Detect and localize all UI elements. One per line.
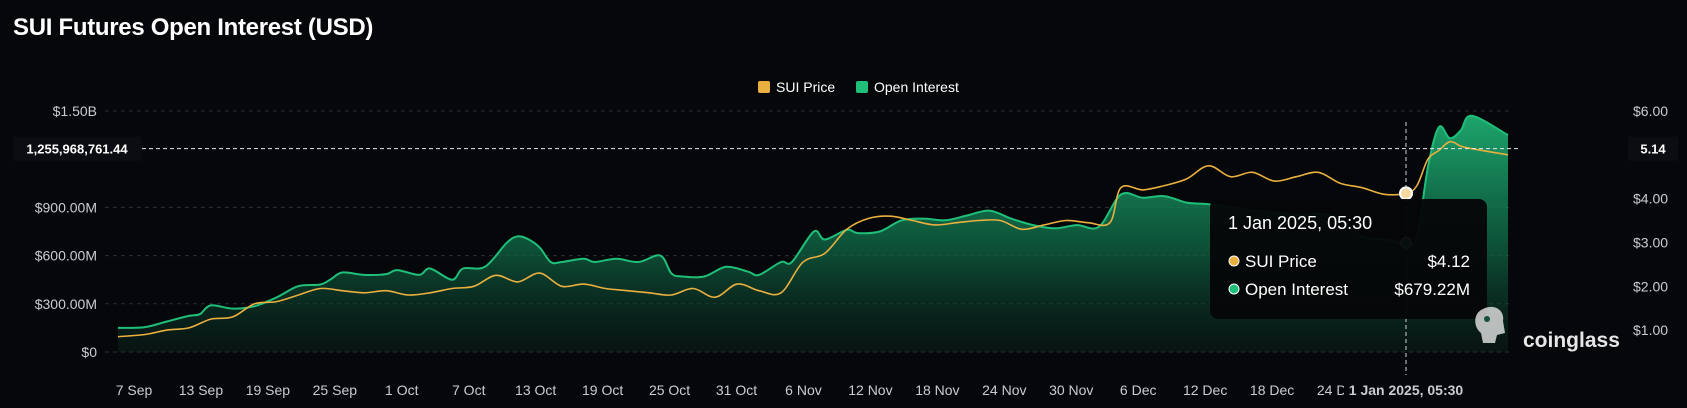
right-tick-label: $2.00 [1633,278,1668,294]
x-tick-label: 24 Nov [982,382,1026,398]
legend-label-oi: Open Interest [874,79,959,95]
legend-label-price: SUI Price [776,79,835,95]
legend-swatch-oi [856,81,868,93]
coinglass-wordmark: coinglass [1523,329,1620,352]
page-title: SUI Futures Open Interest (USD) [13,14,374,41]
x-tick-highlight [1344,375,1468,399]
tooltip-oi-value: $679.22M [1394,280,1470,299]
x-tick-label: 12 Dec [1183,382,1227,398]
right-axis: $1.00 $2.00 $3.00 $4.00 $6.00 [1633,103,1668,338]
left-tick-label: $1.50B [53,103,97,119]
crosshair-right-box [1628,136,1678,161]
crosshair: 1,255,968,761.44 5.14 [13,122,1678,375]
tooltip-oi-dot [1228,283,1240,295]
x-tick-label: 12 Nov [848,382,892,398]
tooltip-oi-label: Open Interest [1245,280,1348,299]
x-tick-label: 1 Oct [385,382,419,398]
x-tick-label: 7 Oct [452,382,486,398]
x-tick-label: 13 Sep [179,382,224,398]
tooltip-title: 1 Jan 2025, 05:30 [1228,213,1372,233]
tooltip: 1 Jan 2025, 05:30 SUI Price $4.12 Open Inte… [1210,199,1487,319]
coinglass-eye [1484,316,1490,322]
sui-price-line [117,140,1509,338]
x-tick-label: 30 Nov [1049,382,1093,398]
crosshair-right-value: 5.14 [1640,142,1666,157]
right-tick-label: $1.00 [1633,322,1668,338]
right-tick-label: $6.00 [1633,103,1668,119]
x-tick-label: 19 Sep [246,382,291,398]
crosshair-left-value: 1,255,968,761.44 [26,142,128,157]
left-tick-label: $600.00M [35,248,97,264]
tooltip-price-value: $4.12 [1427,252,1470,271]
x-tick-label: 31 Oct [716,382,757,398]
left-tick-label: $900.00M [35,199,97,215]
x-tick-label: 7 Sep [116,382,153,398]
left-axis: $0 $300.00M $600.00M $900.00M $1.50B [35,103,97,360]
price-hover-marker [1399,186,1413,201]
open-interest-area [118,115,1508,353]
legend: SUI Price Open Interest [758,79,959,95]
tooltip-price-dot [1228,255,1240,267]
left-tick-label: $0 [81,344,97,360]
x-tick-label: 19 Oct [582,382,623,398]
legend-swatch-price [758,81,770,93]
coinglass-logo: coinglass [1475,306,1620,352]
right-tick-label: $3.00 [1633,234,1668,250]
x-tick-label: 25 Sep [313,382,358,398]
coinglass-icon [1475,306,1505,343]
x-tick-label: 1 Jan 2025, 05:30 [1349,382,1464,398]
x-tick-label: 25 Oct [649,382,690,398]
tooltip-box [1210,199,1487,319]
x-tick-label: 18 Dec [1250,382,1294,398]
x-axis: 7 Sep 13 Sep 19 Sep 25 Sep 1 Oct 7 Oct 13 Oct 1… [116,375,1468,399]
left-tick-label: $300.00M [35,296,97,312]
x-tick-label: 18 Nov [915,382,959,398]
crosshair-left-box [13,136,141,161]
tooltip-price-label: SUI Price [1245,252,1317,271]
right-tick-label: $4.00 [1633,191,1668,207]
x-tick-label: 6 Nov [785,382,822,398]
coinglass-mark [1475,306,1505,343]
x-tick-label: 13 Oct [515,382,556,398]
x-tick-label: 6 Dec [1120,382,1157,398]
